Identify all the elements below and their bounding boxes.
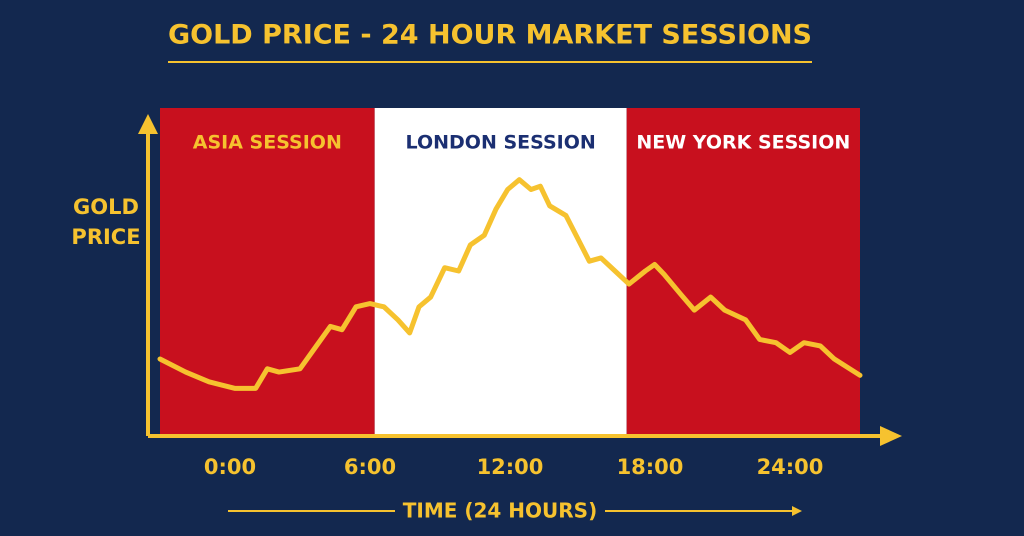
session-label: NEW YORK SESSION: [636, 132, 850, 154]
session-band: [160, 108, 375, 434]
x-tick-label: 6:00: [344, 455, 396, 479]
y-axis-label: GOLD PRICE: [71, 195, 141, 249]
session-band: [626, 108, 860, 434]
x-tick-label: 24:00: [757, 455, 824, 479]
x-tick-label: 18:00: [617, 455, 684, 479]
x-label-arrowhead: [792, 506, 802, 516]
x-axis-arrow: [880, 426, 902, 446]
session-label: LONDON SESSION: [406, 132, 596, 154]
price-line: [157, 177, 863, 391]
session-band: [374, 108, 627, 434]
x-tick-label: 0:00: [204, 455, 256, 479]
x-axis-label: TIME (24 HOURS): [403, 499, 597, 523]
y-axis-arrow: [138, 114, 158, 134]
plot-area: ASIA SESSION LONDON SESSION NEW YORK SESSI…: [157, 108, 863, 434]
session-label: ASIA SESSION: [193, 132, 342, 154]
chart-title: GOLD PRICE - 24 HOUR MARKET SESSIONS: [168, 20, 812, 51]
x-tick-label: 12:00: [477, 455, 544, 479]
